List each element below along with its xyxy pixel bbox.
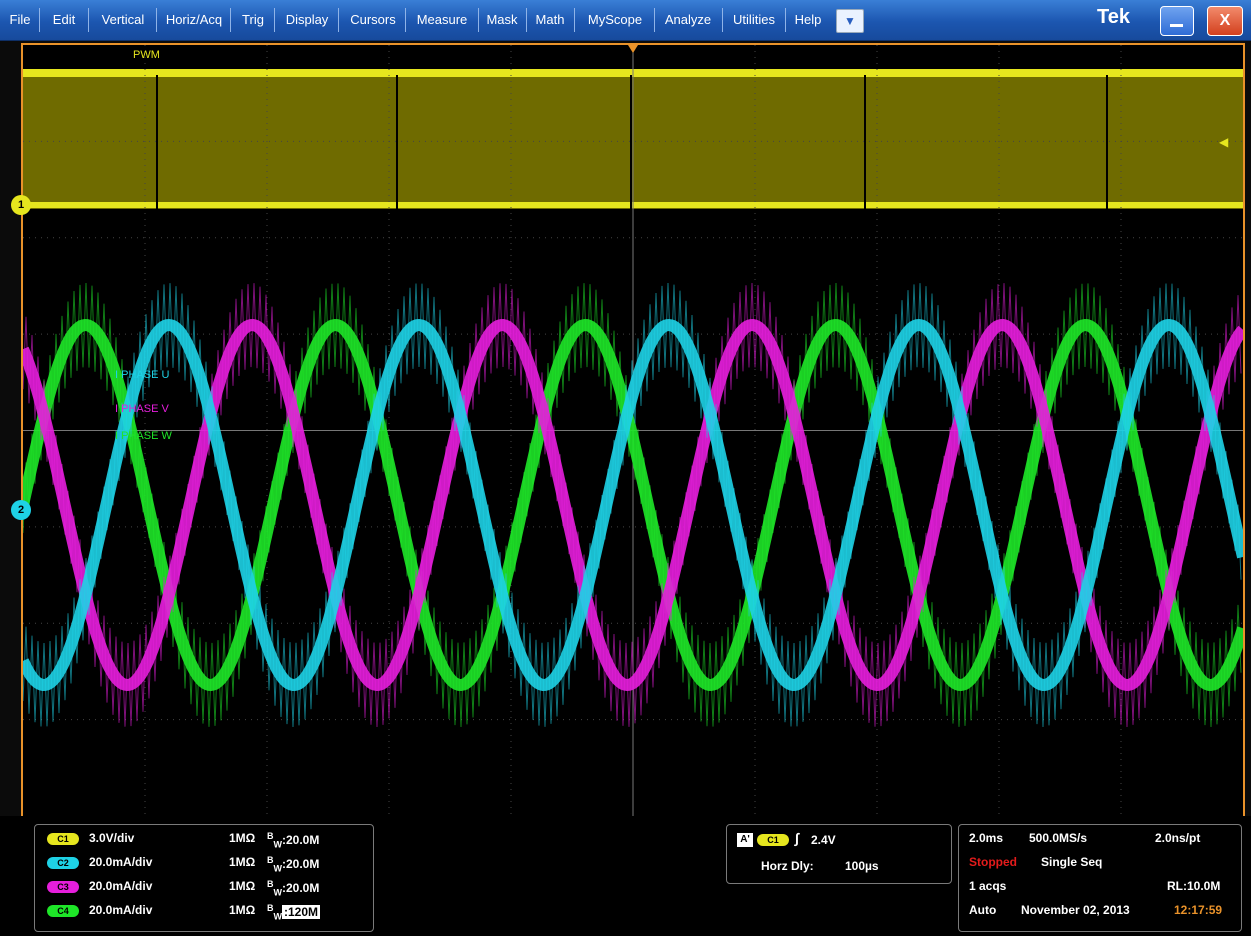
ch1-impedance: 1MΩ (229, 831, 256, 845)
time-per-div[interactable]: 2.0ms (969, 831, 1004, 845)
menu-display[interactable]: Display (285, 12, 329, 27)
menu-cursors[interactable]: Cursors (350, 12, 396, 27)
trigger-badge: A' (737, 833, 753, 847)
channel-chip-c4[interactable]: C4 (47, 905, 79, 917)
menu-separator (478, 8, 479, 32)
menu-separator (88, 8, 89, 32)
ch2-impedance: 1MΩ (229, 855, 256, 869)
waveform-graticule (23, 45, 1243, 816)
menu-separator (722, 8, 723, 32)
channel-chip-c1[interactable]: C1 (47, 833, 79, 845)
phase-w-waveform (23, 318, 1243, 692)
menu-separator (574, 8, 575, 32)
menu-separator (405, 8, 406, 32)
menu-separator (156, 8, 157, 32)
ch1-bandwidth: BW:20.0M (267, 831, 320, 850)
menu-vertical[interactable]: Vertical (101, 12, 145, 27)
acquisition-count: 1 acqs (969, 879, 1007, 893)
minimize-button[interactable] (1160, 6, 1194, 36)
time: 12:17:59 (1174, 903, 1223, 917)
close-button[interactable]: X (1207, 6, 1243, 36)
channel-chip-c3[interactable]: C3 (47, 881, 79, 893)
phase-v-waveform (23, 318, 1243, 692)
sample-rate[interactable]: 500.0MS/s (1029, 831, 1088, 845)
acquisition-status: Stopped (969, 855, 1017, 869)
menu-separator (785, 8, 786, 32)
menu-math[interactable]: Math (535, 12, 565, 27)
ch3-impedance: 1MΩ (229, 879, 256, 893)
ch2-bandwidth: BW:20.0M (267, 855, 320, 874)
channel-readout-panel[interactable]: C1 3.0V/div 1MΩ BW:20.0M C2 20.0mA/div 1… (34, 824, 374, 932)
menu-measure[interactable]: Measure (416, 12, 468, 27)
ch2-ground-marker[interactable]: 2 (11, 500, 31, 520)
ch3-bandwidth: BW:20.0M (267, 879, 320, 898)
menu-myscope[interactable]: MyScope (587, 12, 643, 27)
ch1-scale[interactable]: 3.0V/div (89, 831, 135, 845)
ch3-scale[interactable]: 20.0mA/div (89, 879, 153, 893)
ch2-scale[interactable]: 20.0mA/div (89, 855, 153, 869)
resolution: 2.0ns/pt (1155, 831, 1201, 845)
menu-utilities[interactable]: Utilities (733, 12, 775, 27)
trigger-mode[interactable]: Auto (969, 903, 997, 917)
phase-u-waveform (23, 318, 1243, 692)
menu-separator (274, 8, 275, 32)
rising-edge-icon: ∫ (795, 830, 799, 846)
channel-chip-c2[interactable]: C2 (47, 857, 79, 869)
chevron-down-icon: ▼ (844, 14, 856, 28)
menu-mask[interactable]: Mask (486, 12, 518, 27)
record-length[interactable]: RL:10.0M (1167, 879, 1221, 893)
ch4-impedance: 1MΩ (229, 903, 256, 917)
trigger-position-icon (628, 45, 638, 53)
trigger-readout-panel[interactable]: A' C1 ∫ 2.4V Horz Dly: 100µs (726, 824, 952, 884)
menu-separator (526, 8, 527, 32)
trigger-level-arrow-icon: ◀ (1219, 135, 1229, 149)
acquisition-mode[interactable]: Single Seq (1041, 855, 1103, 869)
label-phase-w: I PHASE W (115, 430, 172, 442)
ch1-ground-marker[interactable]: 1 (11, 195, 31, 215)
tek-logo: Tek (1097, 6, 1130, 28)
ch4-scale[interactable]: 20.0mA/div (89, 903, 153, 917)
minimize-icon (1170, 24, 1183, 27)
label-phase-u: I PHASE U (115, 369, 170, 381)
menu-analyze[interactable]: Analyze (664, 12, 712, 27)
label-pwm: PWM (133, 49, 160, 61)
menu-bar: File Edit Vertical Horiz/Acq Trig Displa… (0, 0, 1251, 41)
menu-separator (39, 8, 40, 32)
menu-trig[interactable]: Trig (242, 12, 264, 27)
horz-dly-label: Horz Dly: (761, 859, 814, 873)
waveform-display[interactable]: PWM I PHASE U I PHASE V I PHASE W ◀ (21, 43, 1245, 818)
trigger-source-chip[interactable]: C1 (757, 834, 789, 846)
readout-bar: C1 3.0V/div 1MΩ BW:20.0M C2 20.0mA/div 1… (0, 816, 1251, 936)
menu-separator (338, 8, 339, 32)
ch4-bandwidth: BW:120M (267, 903, 321, 922)
horz-dly-value[interactable]: 100µs (845, 859, 879, 873)
label-phase-v: I PHASE V (115, 403, 169, 415)
menu-help[interactable]: Help (794, 12, 822, 27)
trigger-level[interactable]: 2.4V (811, 833, 836, 847)
menu-horiz-acq[interactable]: Horiz/Acq (165, 12, 223, 27)
menu-dropdown-button[interactable]: ▼ (836, 9, 864, 33)
menu-separator (230, 8, 231, 32)
menu-edit[interactable]: Edit (52, 12, 76, 27)
menu-separator (654, 8, 655, 32)
acquisition-readout-panel[interactable]: 2.0ms 500.0MS/s 2.0ns/pt Stopped Single … (958, 824, 1242, 932)
date: November 02, 2013 (1021, 903, 1130, 917)
menu-file[interactable]: File (9, 12, 31, 27)
